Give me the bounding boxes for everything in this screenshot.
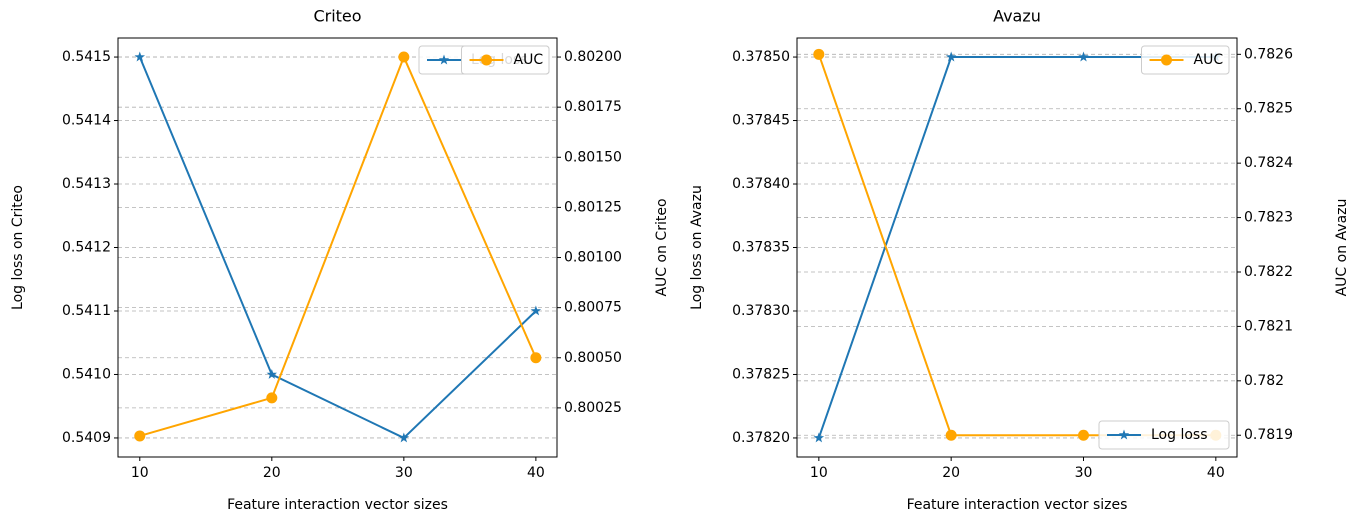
y-tick-label: 0.5413 xyxy=(62,176,111,192)
x-tick-label: 30 xyxy=(395,465,413,481)
marker xyxy=(266,392,278,404)
y2-tick-label: 0.80150 xyxy=(564,149,622,165)
y-tick-label: 0.37820 xyxy=(732,430,790,446)
y-tick-label: 0.5415 xyxy=(62,49,111,65)
y-tick-label: 0.5412 xyxy=(62,240,111,256)
plot-frame xyxy=(117,37,558,458)
marker xyxy=(530,305,542,316)
y-tick-label: 0.5410 xyxy=(62,366,111,382)
legend-label: AUC xyxy=(1194,52,1224,68)
y2-tick-label: 0.7821 xyxy=(1244,318,1293,334)
y-tick-label: 0.37830 xyxy=(732,303,790,319)
marker xyxy=(266,368,278,379)
marker xyxy=(813,432,825,443)
marker xyxy=(1077,429,1089,441)
y2-tick-label: 0.80050 xyxy=(564,350,622,366)
legend: AUC xyxy=(1141,45,1230,75)
x-axis-label: Feature interaction vector sizes xyxy=(227,497,448,513)
legend-box xyxy=(1141,45,1230,75)
marker xyxy=(530,352,542,364)
marker xyxy=(945,51,957,62)
y2-axis-label: AUC on Criteo xyxy=(654,198,670,296)
line xyxy=(139,54,537,437)
y2-tick-label: 0.7825 xyxy=(1244,101,1293,117)
marker xyxy=(398,432,410,443)
legend-box xyxy=(1098,420,1230,450)
y-axis-label: Log loss on Criteo xyxy=(10,185,26,310)
x-tick-label: 20 xyxy=(263,465,281,481)
marker xyxy=(1078,51,1089,62)
y-tick-label: 0.5414 xyxy=(62,113,111,129)
y-tick-label: 0.37845 xyxy=(732,113,790,129)
chart-title: Criteo xyxy=(313,7,361,26)
legend: Log loss xyxy=(1098,420,1230,450)
x-tick-label: 10 xyxy=(131,465,149,481)
legend: AUC xyxy=(461,45,550,75)
x-tick-label: 20 xyxy=(942,465,960,481)
y-tick-label: 0.37850 xyxy=(732,49,790,65)
legend-marker xyxy=(1161,54,1172,66)
y2-tick-label: 0.80075 xyxy=(564,300,622,316)
y2-tick-label: 0.80125 xyxy=(564,199,622,215)
y2-tick-label: 0.7824 xyxy=(1244,155,1293,171)
x-tick-label: 30 xyxy=(1075,465,1093,481)
series xyxy=(813,51,1222,443)
marker xyxy=(134,430,146,442)
marker xyxy=(813,48,825,60)
legend-marker xyxy=(481,54,492,66)
marker xyxy=(134,51,146,62)
legend-marker xyxy=(438,54,450,65)
plot-frame xyxy=(796,37,1238,458)
y-tick-label: 0.5409 xyxy=(62,430,111,446)
marker xyxy=(398,51,410,63)
y-tick-label: 0.37840 xyxy=(732,176,790,192)
x-tick-label: 10 xyxy=(810,465,828,481)
y2-tick-label: 0.80175 xyxy=(564,99,622,115)
y2-axis-label: AUC on Avazu xyxy=(1334,199,1350,297)
y2-tick-label: 0.80200 xyxy=(564,49,622,65)
series xyxy=(134,51,542,442)
y-tick-label: 0.5411 xyxy=(62,303,111,319)
x-axis-label: Feature interaction vector sizes xyxy=(907,497,1128,513)
x-tick-label: 40 xyxy=(527,465,545,481)
chart-title: Avazu xyxy=(993,7,1041,26)
y-axis-label: Log loss on Avazu xyxy=(689,185,705,310)
x-tick-label: 40 xyxy=(1207,465,1225,481)
y2-tick-label: 0.80025 xyxy=(564,400,622,416)
marker xyxy=(945,429,957,441)
legend-label: AUC xyxy=(514,52,544,68)
legend-marker xyxy=(1118,429,1130,440)
line xyxy=(817,53,1216,437)
y-tick-label: 0.37835 xyxy=(732,240,790,256)
y2-tick-label: 0.782 xyxy=(1244,373,1284,389)
y2-tick-label: 0.7823 xyxy=(1244,210,1293,226)
y2-tick-label: 0.7826 xyxy=(1244,46,1293,62)
series xyxy=(813,48,1222,441)
y2-tick-label: 0.7819 xyxy=(1244,427,1293,443)
y2-tick-label: 0.80100 xyxy=(564,250,622,266)
legend-box xyxy=(461,45,550,75)
series xyxy=(134,51,542,443)
legend-label: Log loss xyxy=(1151,427,1208,443)
y-tick-label: 0.37825 xyxy=(732,366,790,382)
y2-tick-label: 0.7822 xyxy=(1244,264,1293,280)
line xyxy=(138,56,537,440)
